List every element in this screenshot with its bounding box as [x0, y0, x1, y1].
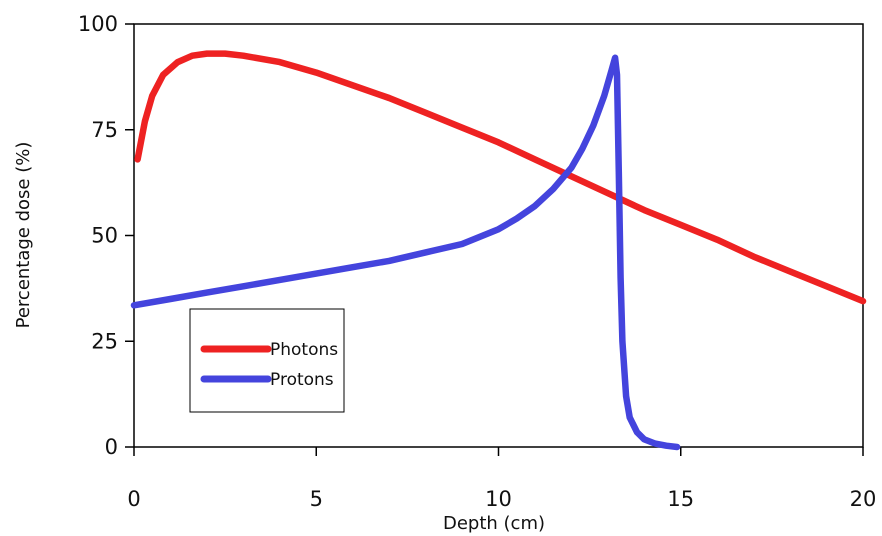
y-tick-label: 25 — [91, 329, 118, 353]
axis-ticks: 0 5 10 15 20 0 25 50 75 100 — [78, 12, 876, 511]
x-tick-label: 5 — [310, 487, 323, 511]
y-tick-label: 50 — [91, 224, 118, 248]
x-tick-label: 20 — [850, 487, 877, 511]
series-line-protons — [130, 54, 681, 451]
y-tick-label: 0 — [105, 435, 118, 459]
y-tick-label: 100 — [78, 12, 118, 36]
y-axis-title: Percentage dose (%) — [13, 142, 34, 329]
legend-label-photons: Photons — [270, 340, 338, 360]
legend-box — [189, 308, 345, 413]
legend-label-protons: Protons — [270, 370, 334, 390]
x-tick-label: 15 — [667, 487, 694, 511]
x-axis-title: Depth (cm) — [443, 513, 545, 534]
legend: Photons Protons — [189, 308, 345, 413]
series-lines — [130, 50, 867, 451]
x-tick-label: 10 — [485, 487, 512, 511]
y-tick-label: 75 — [91, 118, 118, 142]
x-tick-label: 0 — [127, 487, 140, 511]
series-line-photons — [134, 50, 867, 305]
